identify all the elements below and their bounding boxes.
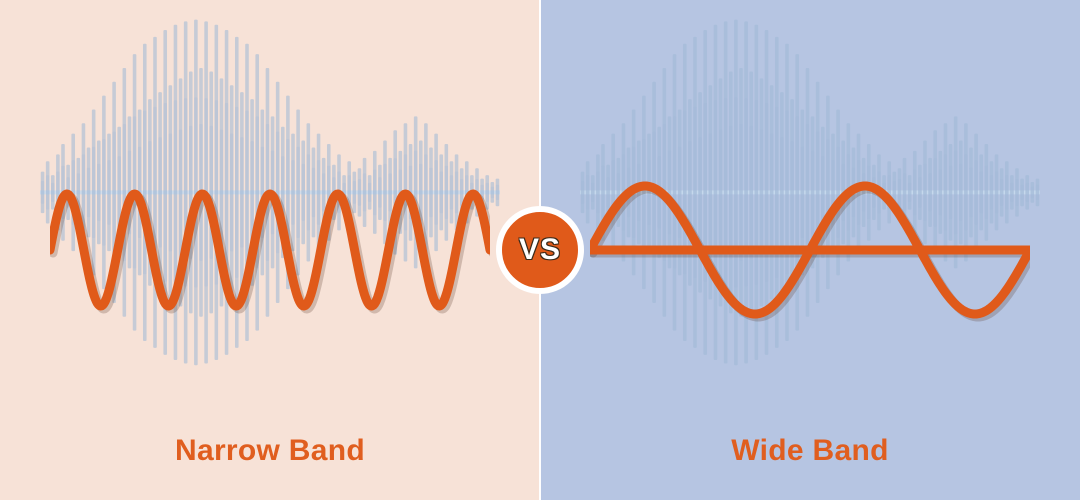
wave-wide bbox=[590, 167, 1030, 333]
comparison-container: Narrow Band Wide Band VS bbox=[0, 0, 1080, 500]
panel-wide-band: Wide Band bbox=[540, 0, 1080, 500]
vs-text: VS bbox=[519, 233, 561, 267]
vs-badge: VS bbox=[496, 206, 584, 294]
wave-narrow bbox=[50, 175, 490, 325]
label-wide-band: Wide Band bbox=[540, 434, 1080, 468]
panel-narrow-band: Narrow Band bbox=[0, 0, 540, 500]
label-narrow-band: Narrow Band bbox=[0, 434, 540, 468]
